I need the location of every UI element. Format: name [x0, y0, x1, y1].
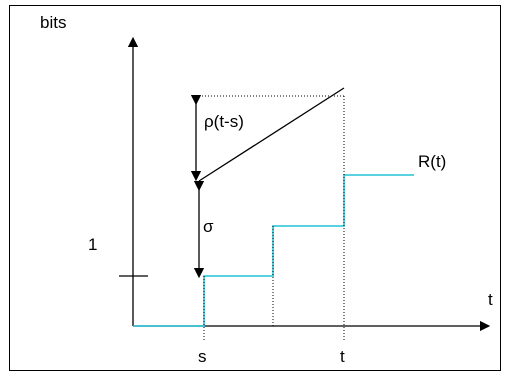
tick-s-label: s	[198, 347, 207, 366]
diagram-frame	[9, 5, 501, 371]
rate-line	[198, 87, 345, 182]
y-axis-label: bits	[40, 13, 66, 32]
tick-t-label: t	[340, 347, 345, 366]
sigma-label: σ	[203, 217, 214, 236]
level-one-label: 1	[88, 235, 97, 254]
rho-label: ρ(t-s)	[204, 112, 244, 131]
x-axis-label: t	[488, 290, 493, 309]
curve-label: R(t)	[418, 152, 446, 171]
